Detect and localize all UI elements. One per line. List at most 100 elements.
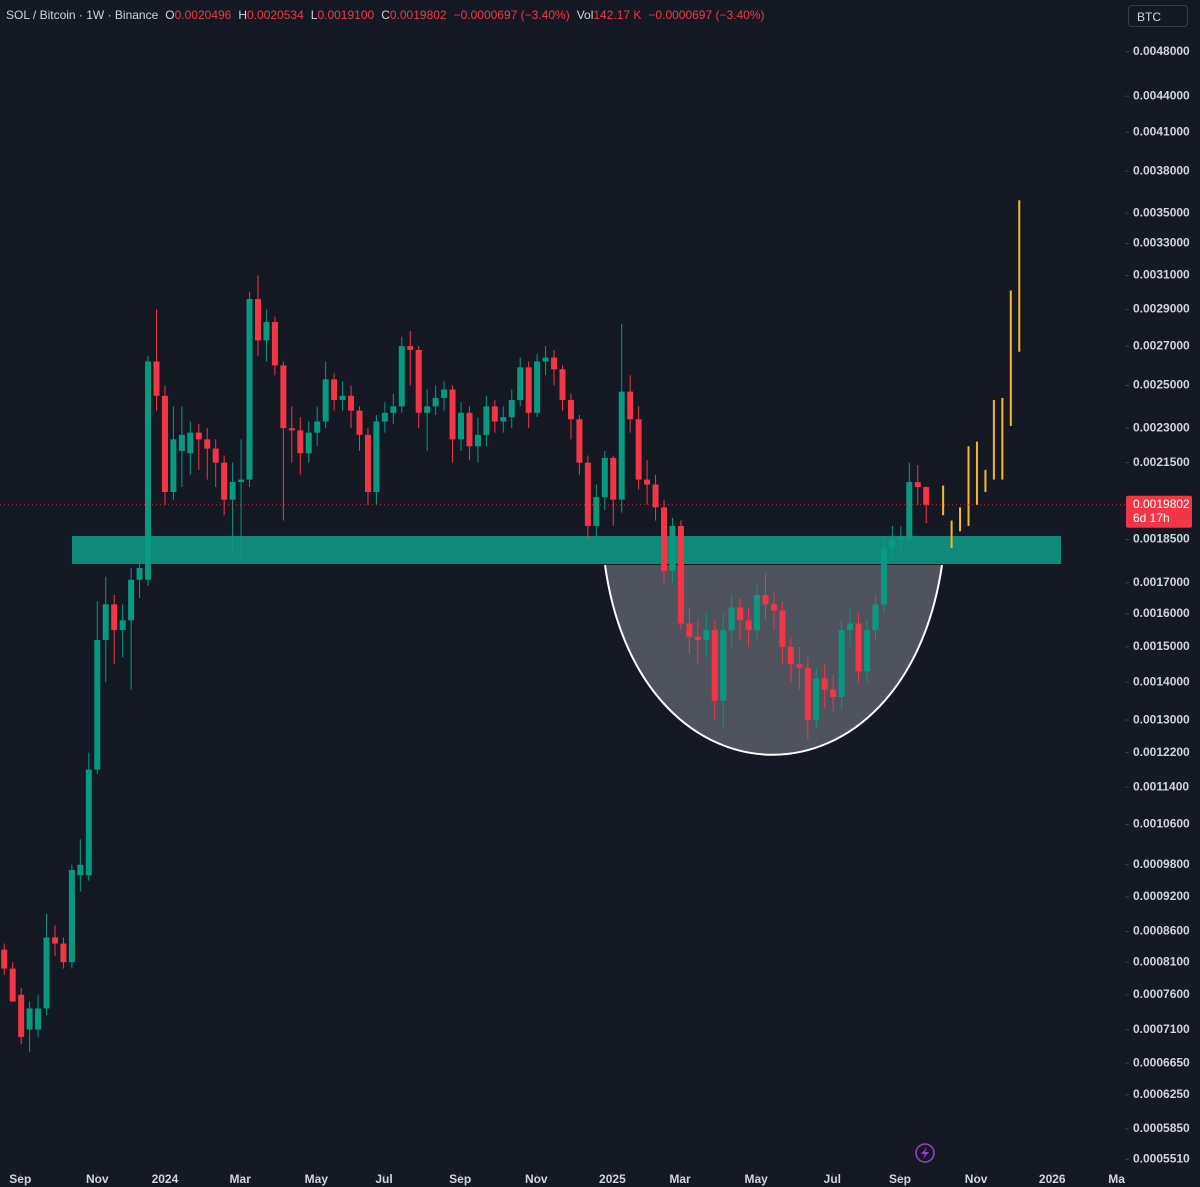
candle-body bbox=[720, 630, 727, 701]
candle-body bbox=[914, 482, 921, 488]
candle-body bbox=[897, 536, 904, 540]
candle-body bbox=[373, 421, 380, 493]
candle-body bbox=[60, 943, 67, 963]
candle-body bbox=[652, 484, 659, 508]
candle-body bbox=[813, 678, 820, 721]
y-tick-label: 0.0041000 bbox=[1133, 125, 1190, 139]
candle-body bbox=[18, 994, 25, 1037]
x-tick-label: 2026 bbox=[1039, 1172, 1066, 1186]
candle-body bbox=[398, 346, 405, 407]
x-tick-label: Mar bbox=[669, 1172, 691, 1186]
candle-body bbox=[221, 462, 228, 500]
candle-body bbox=[390, 406, 397, 413]
last-price-label: 0.0019802 bbox=[1133, 497, 1190, 511]
candle-body bbox=[838, 630, 845, 698]
y-tick-label: 0.0014000 bbox=[1133, 674, 1190, 688]
high-label: H bbox=[238, 8, 248, 22]
candle-body bbox=[474, 434, 481, 447]
y-tick-label: 0.0015000 bbox=[1133, 639, 1190, 653]
candle-body bbox=[872, 604, 879, 631]
candle-body bbox=[85, 769, 92, 876]
x-tick-label: Sep bbox=[449, 1172, 471, 1186]
candle-body bbox=[711, 630, 718, 701]
candle-body bbox=[593, 497, 600, 526]
candle-body bbox=[102, 604, 109, 641]
candle-body bbox=[500, 417, 507, 422]
y-tick-label: 0.0038000 bbox=[1133, 163, 1190, 177]
y-tick-label: 0.0011400 bbox=[1133, 779, 1189, 793]
candle-body bbox=[847, 623, 854, 631]
candle-body bbox=[161, 395, 168, 493]
y-tick-label: 0.0016000 bbox=[1133, 606, 1190, 620]
x-tick-label: 2025 bbox=[599, 1172, 626, 1186]
candle-body bbox=[271, 322, 278, 366]
y-tick-label: 0.0007600 bbox=[1133, 987, 1190, 1001]
y-tick-label: 0.0035000 bbox=[1133, 205, 1190, 219]
candle-body bbox=[153, 361, 160, 396]
candle-body bbox=[830, 689, 837, 698]
candle-body bbox=[119, 620, 126, 631]
candle-body bbox=[263, 322, 270, 341]
support-zone bbox=[72, 536, 1061, 564]
candle-body bbox=[644, 479, 651, 485]
y-tick-label: 0.0006650 bbox=[1133, 1055, 1190, 1069]
candle-body bbox=[906, 482, 913, 540]
y-tick-label: 0.0009800 bbox=[1133, 857, 1190, 871]
candle-body bbox=[229, 482, 236, 500]
open-label: O bbox=[165, 8, 175, 22]
candle-body bbox=[195, 432, 202, 440]
candle-body bbox=[466, 412, 473, 447]
candle-body bbox=[246, 299, 253, 480]
y-tick-label: 0.0005510 bbox=[1133, 1152, 1190, 1166]
candle-body bbox=[1, 949, 8, 969]
volume-label: Vol bbox=[576, 8, 594, 22]
x-tick-label: Jul bbox=[824, 1172, 841, 1186]
close-label: C bbox=[381, 8, 390, 22]
candle-body bbox=[618, 391, 625, 500]
candle-body bbox=[441, 389, 448, 398]
candle-body bbox=[364, 434, 371, 493]
y-tick-label: 0.0025000 bbox=[1133, 378, 1190, 392]
x-tick-label: Nov bbox=[525, 1172, 548, 1186]
currency-button[interactable]: BTC bbox=[1128, 5, 1188, 27]
low-label: L bbox=[310, 8, 318, 22]
y-tick-label: 0.0044000 bbox=[1133, 88, 1190, 102]
candle-body bbox=[178, 434, 185, 451]
y-tick-label: 0.0021500 bbox=[1133, 455, 1190, 469]
candle-body bbox=[68, 869, 75, 963]
change: −0.0000697 (−3.40%) bbox=[453, 8, 570, 22]
y-tick-label: 0.0023000 bbox=[1133, 420, 1190, 434]
candle-body bbox=[407, 346, 414, 350]
candle-body bbox=[331, 379, 338, 401]
candle-body bbox=[136, 567, 143, 580]
candle-body bbox=[314, 421, 321, 433]
candle-body bbox=[737, 607, 744, 621]
y-tick-label: 0.0027000 bbox=[1133, 338, 1190, 352]
alert-icon[interactable] bbox=[915, 1143, 935, 1163]
candle-body bbox=[381, 412, 388, 422]
candle-body bbox=[517, 367, 524, 401]
candle-body bbox=[610, 457, 617, 500]
countdown-label: 6d 17h bbox=[1133, 511, 1170, 525]
last-price-box bbox=[1126, 495, 1192, 528]
candle-body bbox=[703, 630, 710, 641]
x-tick-label: Nov bbox=[965, 1172, 988, 1186]
candle-body bbox=[254, 299, 261, 341]
candle-body bbox=[694, 636, 701, 641]
candle-body bbox=[576, 419, 583, 463]
candle-body bbox=[128, 579, 135, 621]
candle-body bbox=[770, 604, 777, 611]
y-tick-label: 0.0008100 bbox=[1133, 954, 1190, 968]
y-tick-label: 0.0012200 bbox=[1133, 745, 1190, 759]
cup-outline bbox=[604, 564, 943, 756]
candle-body bbox=[779, 610, 786, 647]
y-tick-label: 0.0009200 bbox=[1133, 889, 1190, 903]
candle-body bbox=[322, 379, 329, 422]
candle-body bbox=[238, 479, 245, 483]
candle-body bbox=[821, 678, 828, 690]
candle-body bbox=[51, 937, 58, 944]
close-value: 0.0019802 bbox=[389, 8, 447, 22]
candle-body bbox=[94, 640, 101, 770]
